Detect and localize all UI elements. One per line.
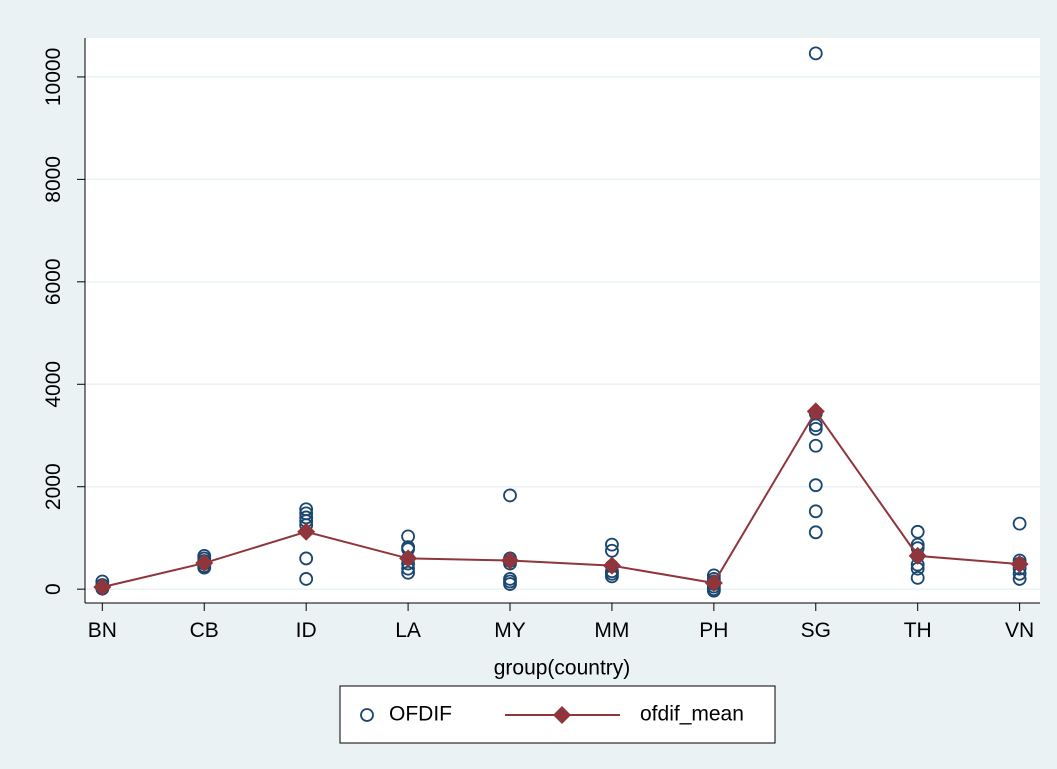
x-tick-label: CB [190,619,219,642]
plot-area [85,38,1040,603]
mean-marker [1010,555,1029,574]
scatter-point [1012,516,1027,531]
mean-marker [399,549,418,568]
scatter-point [503,577,517,591]
mean-marker [93,578,112,597]
scatter-point [299,551,314,566]
y-tick-label: 6000 [42,258,65,305]
legend-label: ofdif_mean [640,703,744,726]
x-tick-label: MY [494,619,526,642]
y-tick-label: 0 [42,583,65,595]
legend-marker [553,706,571,724]
scatter-point [808,438,823,453]
scatter-point [605,537,619,552]
x-axis-title: group(country) [494,657,631,680]
scatter-point [808,525,823,540]
x-tick-label: MM [594,619,629,642]
legend-label: OFDIF [389,703,452,726]
mean-marker [501,551,520,570]
mean-marker [908,546,927,565]
x-tick-label: ID [296,619,317,642]
mean-marker [806,402,825,421]
legend-marker [360,708,374,722]
x-tick-label: PH [699,619,728,642]
scatter-point [808,504,823,519]
y-tick-label: 4000 [42,361,65,408]
y-tick-label: 8000 [42,156,65,203]
mean-line [102,409,1020,589]
mean-marker [704,574,723,593]
mean-marker [297,522,316,541]
scatter-point [299,572,314,586]
x-tick-label: LA [395,619,421,642]
x-tick-label: BN [88,619,117,642]
scatter-point [910,571,925,585]
scatter-point [808,46,823,61]
mean-marker [195,554,214,573]
x-tick-label: TH [904,619,932,642]
x-tick-label: VN [1005,619,1034,642]
scatter-point [808,478,823,493]
x-tick-label: SG [801,619,831,642]
y-tick-label: 2000 [42,463,65,510]
y-tick-label: 10000 [42,48,65,106]
scatter-point [503,488,517,503]
scatter-point [808,421,823,436]
mean-marker [602,556,621,575]
